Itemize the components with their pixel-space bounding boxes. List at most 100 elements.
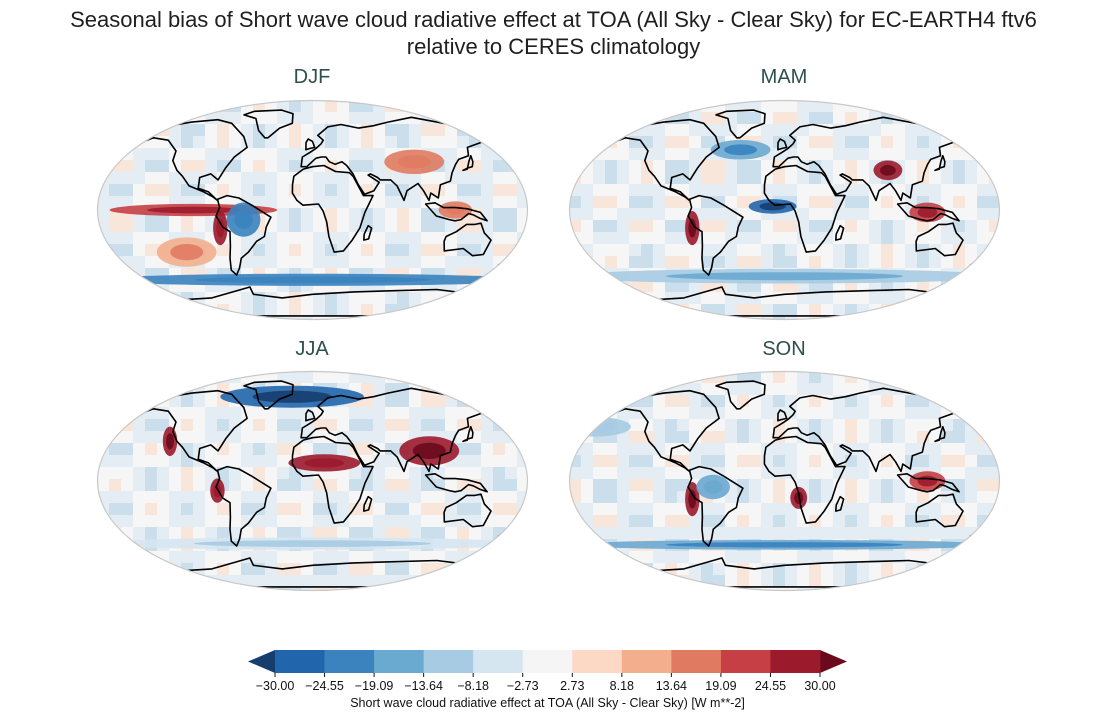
bias-cell	[665, 220, 677, 232]
bias-cell	[593, 112, 605, 124]
bias-cell	[493, 551, 505, 563]
bias-cell	[737, 467, 749, 479]
bias-cell	[505, 443, 517, 455]
bias-cell	[97, 467, 109, 479]
bias-cell	[689, 136, 701, 148]
bias-cell	[677, 527, 689, 539]
bias-cell	[253, 551, 265, 563]
bias-cell	[181, 371, 193, 383]
bias-cell	[893, 431, 905, 443]
bias-cell	[409, 256, 421, 268]
bias-cell	[581, 575, 593, 587]
bias-cell	[569, 479, 581, 491]
bias-cell	[97, 316, 109, 320]
bias-cell	[469, 371, 481, 383]
bias-cell	[145, 503, 157, 515]
bias-cell	[581, 220, 593, 232]
bias-cell	[917, 491, 929, 503]
bias-cell	[301, 491, 313, 503]
bias-cell	[337, 196, 349, 208]
bias-cell	[581, 124, 593, 136]
bias-cell	[493, 100, 505, 112]
bias-cell	[217, 515, 229, 527]
bias-cell	[761, 184, 773, 196]
bias-cell	[349, 551, 361, 563]
bias-cell	[109, 232, 121, 244]
bias-cell	[929, 443, 941, 455]
bias-cell	[629, 232, 641, 244]
bias-feature-core	[166, 433, 174, 450]
bias-cell	[349, 563, 361, 575]
bias-cell	[337, 112, 349, 124]
bias-cell	[749, 172, 761, 184]
coastline-samerica	[687, 194, 744, 276]
bias-cell	[301, 196, 313, 208]
bias-cell	[857, 587, 869, 591]
bias-cell	[797, 443, 809, 455]
bias-cell	[145, 575, 157, 587]
bias-cell	[785, 100, 797, 112]
bias-cell	[809, 292, 821, 304]
bias-cell	[941, 587, 953, 591]
bias-cell	[421, 124, 433, 136]
bias-cell	[761, 587, 773, 591]
bias-cell	[229, 256, 241, 268]
colorbar-tick-label: −13.64	[404, 679, 443, 693]
bias-cell	[445, 148, 457, 160]
bias-cell	[97, 112, 109, 124]
bias-cell	[977, 563, 989, 575]
bias-cell	[713, 563, 725, 575]
bias-cell	[737, 172, 749, 184]
coastline-greenland	[243, 380, 294, 410]
bias-cell	[97, 148, 109, 160]
bias-cell	[133, 244, 145, 256]
bias-cell	[701, 419, 713, 431]
bias-cell	[517, 431, 528, 443]
bias-cell	[109, 563, 121, 575]
bias-cell	[457, 515, 469, 527]
bias-cell	[265, 419, 277, 431]
bias-cell	[265, 371, 277, 383]
bias-cell	[965, 383, 977, 395]
bias-cell	[505, 196, 517, 208]
bias-cell	[689, 515, 701, 527]
bias-cell	[325, 184, 337, 196]
bias-cell	[337, 220, 349, 232]
bias-cell	[581, 268, 593, 280]
bias-cell	[905, 587, 917, 591]
bias-cell	[977, 443, 989, 455]
bias-cell	[905, 371, 917, 383]
bias-cell	[145, 148, 157, 160]
bias-cell	[349, 244, 361, 256]
bias-cell	[653, 232, 665, 244]
bias-cell	[689, 148, 701, 160]
bias-cell	[737, 527, 749, 539]
coastline-africa	[763, 435, 846, 524]
bias-cell	[397, 383, 409, 395]
bias-cell	[869, 208, 881, 220]
bias-cell	[881, 419, 893, 431]
bias-cell	[505, 184, 517, 196]
bias-cell	[517, 184, 528, 196]
bias-cell	[701, 148, 713, 160]
bias-cell	[97, 371, 109, 383]
bias-cell	[505, 467, 517, 479]
bias-cell	[265, 563, 277, 575]
bias-cell	[941, 316, 953, 320]
bias-cell	[737, 100, 749, 112]
bias-cell	[569, 280, 581, 292]
bias-cell	[761, 244, 773, 256]
bias-cell	[109, 491, 121, 503]
bias-cell	[737, 407, 749, 419]
bias-cell	[373, 563, 385, 575]
bias-cell	[517, 515, 528, 527]
bias-cell	[133, 503, 145, 515]
bias-cell	[217, 316, 229, 320]
bias-cell	[929, 112, 941, 124]
bias-cell	[397, 407, 409, 419]
bias-cell	[593, 220, 605, 232]
bias-cell	[337, 443, 349, 455]
bias-cell	[965, 136, 977, 148]
bias-cell	[569, 539, 581, 551]
bias-cell	[265, 196, 277, 208]
